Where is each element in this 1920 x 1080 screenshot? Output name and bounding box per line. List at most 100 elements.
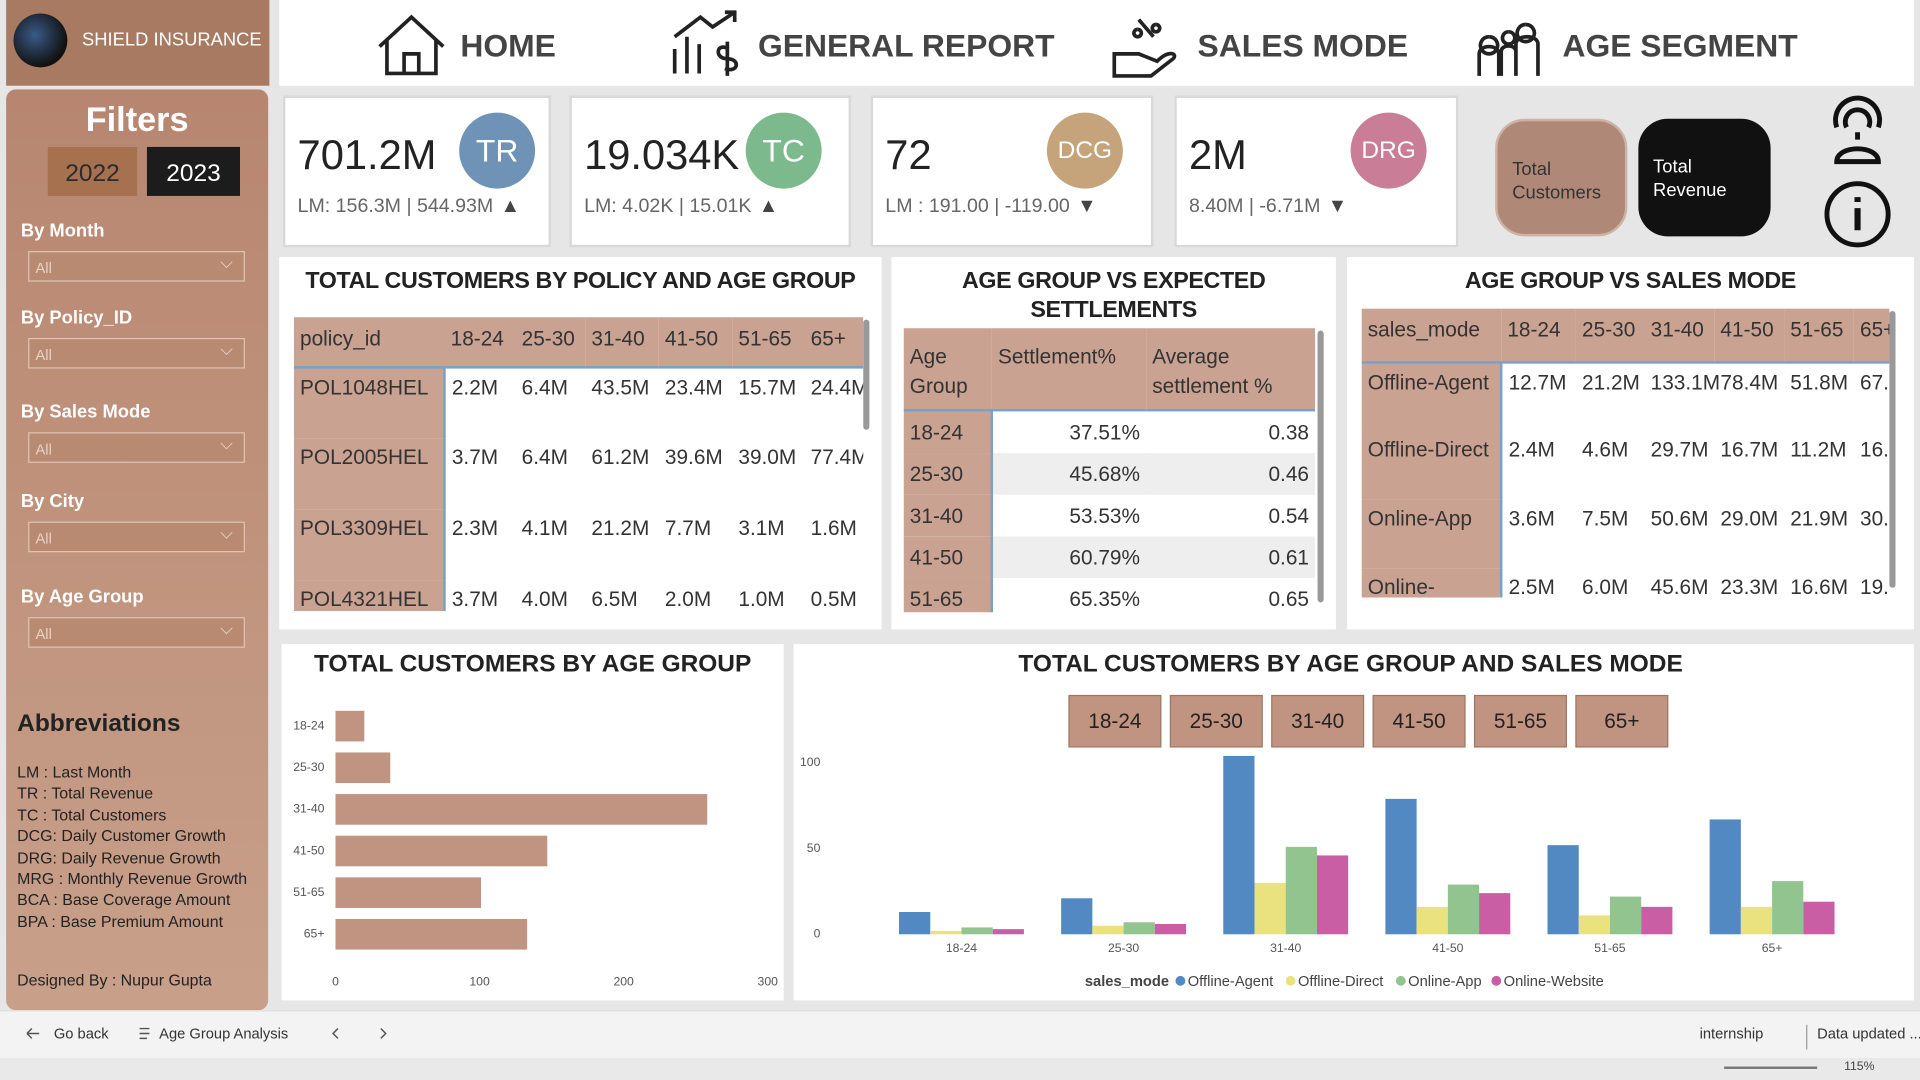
- brand-name: SHIELD INSURANCE: [82, 29, 262, 51]
- kpi-value: 19.034K: [584, 132, 740, 179]
- column-header: sales_mode: [1367, 318, 1481, 342]
- table-cell: 24.4M: [810, 375, 864, 400]
- page-selector[interactable]: Age Group Analysis: [159, 1024, 289, 1043]
- column-header: policy_id: [300, 326, 382, 351]
- table-cell: POL2005HEL: [293, 438, 446, 510]
- table-cell: 2.4M: [1508, 438, 1555, 462]
- header-row: sales_mode 18-24 25-30 31-40 41-50 51-65 65+: [1361, 308, 1890, 363]
- chart-panel: [281, 644, 784, 1001]
- chart-panel: [793, 644, 1914, 1001]
- toggle-button[interactable]: Total Revenue: [1638, 118, 1771, 237]
- zoom-slider: [1724, 1066, 1818, 1069]
- column-header: 31-40: [1650, 318, 1704, 342]
- credit: Designed By : Nupur Gupta: [17, 971, 212, 990]
- nav-item[interactable]: HOME: [460, 26, 556, 64]
- column-header: 25-30: [521, 326, 575, 351]
- table-cell: 50.6M: [1650, 506, 1709, 531]
- table-cell: 16.7M: [1720, 438, 1779, 462]
- abbreviation: LM : Last Month: [17, 762, 132, 782]
- table-cell: 6.4M: [521, 445, 568, 469]
- table-title: TOTAL CUSTOMERS BY POLICY AND AGE GROUP: [305, 268, 856, 294]
- data-table: Age Group Settlement% Average settlement %…: [903, 328, 1316, 613]
- table-cell: 0.5M: [810, 587, 857, 612]
- kpi-comparison: 8.40M | -6.71M ▼: [1188, 195, 1348, 217]
- column-header: 18-24: [450, 326, 504, 351]
- year-button[interactable]: 2023: [146, 146, 241, 196]
- table-cell: 18-24: [903, 410, 994, 454]
- slicer-dropdown[interactable]: All: [28, 617, 245, 648]
- table-cell: 21.9M: [1790, 506, 1849, 531]
- table-cell: 16.1M: [1860, 438, 1889, 462]
- column-header: 65+: [810, 326, 846, 351]
- table-cell: 21.2M: [591, 516, 650, 541]
- table-cell: 7.7M: [664, 516, 712, 541]
- scrollbar: [1889, 311, 1896, 588]
- table-row: Online-Website2.5M 6.0M 45.6M 23.3M 16.6M 19.…: [1361, 568, 1889, 598]
- table-cell: 23.3M: [1720, 575, 1779, 598]
- scrollbar: [1317, 330, 1324, 603]
- table-cell: Online-Website: [1361, 568, 1503, 598]
- table-cell: 2.2M: [451, 375, 499, 400]
- table-viewport: sales_mode 18-24 25-30 31-40 41-50 51-65 65+ Of…: [1361, 308, 1890, 598]
- table-cell: 3.6M: [1508, 506, 1555, 531]
- table-cell: 78.4M: [1720, 371, 1779, 395]
- column-header: 65+: [1860, 318, 1889, 342]
- abbreviation: BPA : Base Premium Amount: [17, 911, 224, 931]
- slicer-label: By Sales Mode: [20, 401, 151, 423]
- table-title: AGE GROUP VS SALES MODE: [1464, 268, 1796, 294]
- table-cell: POL3309HEL: [293, 509, 446, 581]
- slicer-dropdown[interactable]: All: [28, 521, 245, 553]
- column-header: 18-24: [1507, 318, 1561, 342]
- abbreviations-title: Abbreviations: [17, 710, 181, 738]
- table-cell: 2.3M: [451, 516, 499, 541]
- table-cell: 45.68%: [1069, 462, 1141, 487]
- nav-item[interactable]: SALES MODE: [1197, 26, 1409, 64]
- table-cell: Offline-Agent: [1361, 362, 1503, 432]
- table-cell: 39.0M: [738, 445, 797, 469]
- kpi-value: 72: [885, 132, 932, 179]
- slicer-label: By Policy_ID: [20, 307, 133, 329]
- nav-item[interactable]: AGE SEGMENT: [1562, 26, 1798, 64]
- table-cell: 4.1M: [521, 516, 568, 541]
- table-cell: 61.2M: [591, 445, 650, 469]
- table-cell: 0.65: [1268, 587, 1309, 612]
- nav-item[interactable]: GENERAL REPORT: [757, 26, 1055, 64]
- table-cell: 60.79%: [1069, 546, 1141, 570]
- table-cell: POL4321HEL: [293, 580, 446, 612]
- table-row: POL2005HEL 3.7M 6.4M 61.2M 39.6M 39.0M 77.4M: [293, 438, 863, 510]
- status: Data updated ...: [1806, 1024, 1920, 1050]
- column-header: 51-65: [738, 326, 792, 351]
- column-header: 51-65: [1790, 318, 1844, 342]
- table-cell: 30.1M: [1860, 506, 1889, 531]
- zoom-level: 115%: [1844, 1060, 1875, 1074]
- year-button[interactable]: 2022: [47, 146, 138, 196]
- header-row: Age Group Settlement% Average settlement %: [903, 328, 1316, 411]
- table-row: 41-50 60.79% 0.61: [903, 536, 1316, 578]
- slicer-dropdown[interactable]: All: [28, 337, 245, 369]
- table-cell: 3.7M: [451, 587, 499, 612]
- workspace: internship: [1699, 1024, 1764, 1043]
- back-button[interactable]: Go back: [53, 1024, 109, 1043]
- slicer-dropdown[interactable]: All: [28, 432, 245, 463]
- table-cell: 67.1M: [1860, 371, 1889, 395]
- table-cell: 53.53%: [1069, 504, 1141, 528]
- slicer-label: By Month: [20, 220, 105, 242]
- table-cell: 1.0M: [738, 587, 785, 612]
- table-viewport: Age Group Settlement% Average settlement %…: [903, 328, 1316, 613]
- slicer-dropdown[interactable]: All: [28, 251, 245, 282]
- kpi-badge: DRG: [1350, 112, 1427, 189]
- toggle-button[interactable]: Total Customers: [1495, 118, 1628, 237]
- table-cell: 6.5M: [591, 587, 638, 612]
- table-cell: 7.5M: [1582, 506, 1629, 531]
- table-cell: 15.7M: [738, 375, 797, 400]
- table-cell: 11.2M: [1790, 438, 1847, 462]
- column-header: Average settlement %: [1152, 345, 1273, 398]
- table-cell: 0.54: [1268, 504, 1309, 528]
- table-row: Offline-Agent 12.7M 21.2M 133.1M 78.4M 51.8M 6…: [1361, 362, 1889, 432]
- column-header: 41-50: [1720, 318, 1774, 342]
- table-cell: 29.0M: [1720, 506, 1779, 531]
- nav-bar: [279, 0, 1914, 86]
- table-cell: 1.6M: [810, 516, 857, 541]
- table-cell: 19.4M: [1860, 575, 1889, 598]
